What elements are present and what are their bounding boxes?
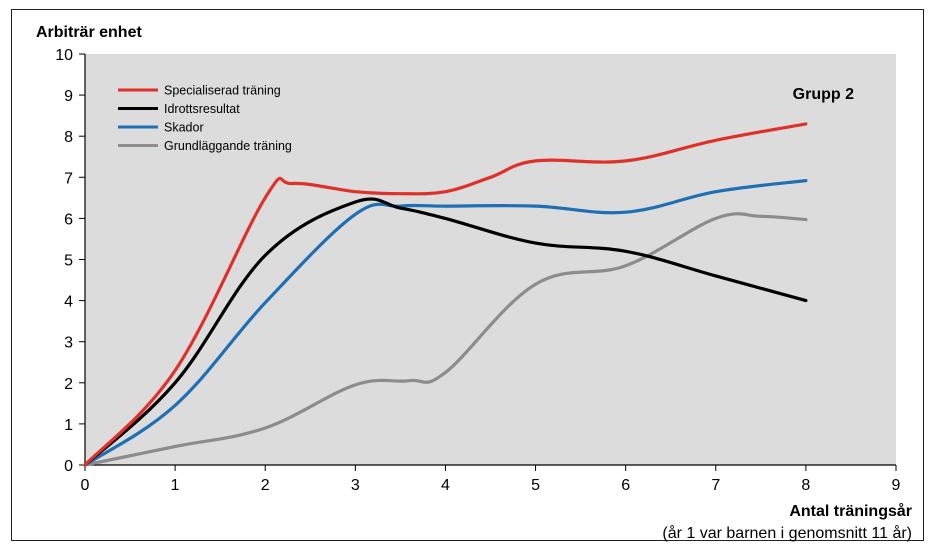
y-tick-label: 7 [64, 170, 73, 187]
y-tick-label: 1 [64, 417, 73, 434]
y-tick-label: 4 [64, 294, 73, 311]
y-tick-label: 0 [64, 458, 73, 475]
chart-frame [11, 9, 924, 541]
y-tick-label: 2 [64, 376, 73, 393]
group-label: Grupp 2 [793, 86, 854, 103]
series-line-3 [83, 179, 808, 467]
axes: 0 1 2 3 4 5 6 7 8 9 10 0 1 2 3 4 5 6 7 8 9 [55, 47, 900, 494]
x-tick-label: 6 [621, 477, 630, 494]
series-line-1 [83, 122, 808, 467]
y-tick-label: 10 [55, 47, 73, 64]
x-axis-note: (år 1 var barnen i genomsnitt 11 år) [662, 524, 912, 542]
x-tick-label: 2 [261, 477, 270, 494]
y-tick-label: 8 [64, 129, 73, 146]
plot-area [85, 54, 896, 465]
series-line-4 [83, 212, 808, 467]
legend-label: Skador [164, 121, 204, 135]
x-tick-label: 3 [351, 477, 360, 494]
x-tick-label: 5 [531, 477, 540, 494]
x-tick-label: 4 [441, 477, 450, 494]
x-tick-label: 8 [801, 477, 810, 494]
y-tick-label: 3 [64, 335, 73, 352]
x-tick-label: 0 [81, 477, 90, 494]
legend-label: Idrottsresultat [164, 102, 240, 116]
y-tick-label: 9 [64, 88, 73, 105]
legend-label: Specialiserad träning [164, 84, 281, 98]
x-tick-label: 1 [171, 477, 180, 494]
legend-label: Grundläggande träning [164, 139, 292, 153]
y-axis-label: Arbiträr enhet [36, 24, 142, 41]
x-tick-label: 9 [892, 477, 901, 494]
series-lines [83, 122, 808, 467]
x-tick-label: 7 [711, 477, 720, 494]
y-tick-label: 5 [64, 253, 73, 270]
x-axis-label: Antal träningsår [789, 502, 912, 520]
y-tick-label: 6 [64, 211, 73, 228]
series-line-2 [83, 197, 808, 467]
legend: Specialiserad träning Idrottsresultat Skad… [118, 84, 292, 153]
